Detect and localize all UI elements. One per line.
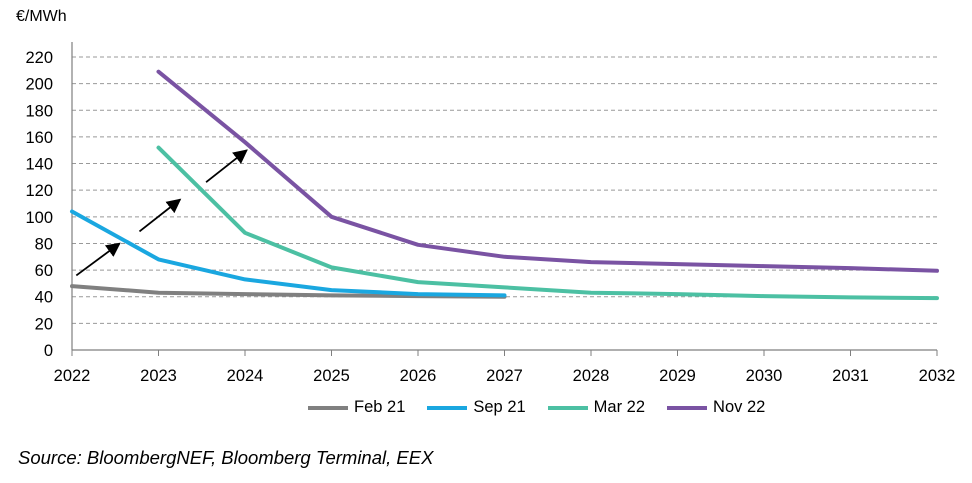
legend-swatch-nov-22	[667, 405, 708, 410]
source-note: Source: BloombergNEF, Bloomberg Terminal…	[18, 447, 434, 468]
series-line-sep-21	[70, 209, 507, 298]
series-line-nov-22	[156, 69, 939, 273]
y-tick-label: 60	[35, 262, 53, 280]
series-lines	[70, 69, 939, 301]
trend-arrow-2	[138, 198, 182, 233]
x-tick-label: 2024	[227, 367, 264, 385]
y-tick-label: 140	[25, 156, 53, 174]
trend-arrow-1	[75, 242, 121, 277]
legend-item-feb-21: Feb 21	[308, 398, 405, 417]
x-tick-label: 2027	[486, 367, 523, 385]
y-tick-label: 80	[35, 235, 53, 253]
trend-arrow-3	[205, 149, 248, 183]
legend-swatch-mar-22	[547, 405, 588, 410]
y-tick-label: 160	[25, 129, 53, 147]
legend-swatch-sep-21	[427, 405, 468, 410]
y-tick-label: 200	[25, 76, 53, 94]
legend-item-sep-21: Sep 21	[427, 398, 526, 417]
legend: Feb 21 Sep 21 Mar 22 Nov 22	[308, 398, 765, 417]
line-chart: 0 20 40 60 80 100 120 140 160 180 200 220 2022 2023 20…	[25, 42, 955, 385]
legend-label-feb-21: Feb 21	[354, 398, 406, 416]
y-tick-label: 100	[25, 209, 53, 227]
y-tick-label: 0	[44, 342, 53, 360]
x-tick-label: 2028	[573, 367, 610, 385]
legend-item-nov-22: Nov 22	[667, 398, 765, 417]
y-tick-label: 180	[25, 102, 53, 120]
y-tick-label: 40	[35, 289, 53, 307]
y-axis-unit-label: €/MWh	[16, 8, 67, 25]
x-tick-label: 2023	[140, 367, 177, 385]
y-tick-label: 20	[35, 315, 53, 333]
x-tick-label: 2030	[746, 367, 783, 385]
x-tick-label: 2032	[919, 367, 956, 385]
legend-label-nov-22: Nov 22	[713, 398, 766, 416]
axes: 0 20 40 60 80 100 120 140 160 180 200 220 2022 2023 20…	[25, 42, 955, 385]
legend-item-mar-22: Mar 22	[547, 398, 646, 417]
legend-label-mar-22: Mar 22	[593, 398, 646, 416]
y-tick-label: 220	[25, 49, 53, 67]
trend-arrows	[75, 149, 248, 277]
legend-label-sep-21: Sep 21	[473, 398, 526, 416]
x-tick-label: 2022	[54, 367, 91, 385]
y-tick-label: 120	[25, 182, 53, 200]
x-tick-label: 2026	[400, 367, 437, 385]
series-line-mar-22	[156, 145, 939, 301]
legend-swatch-feb-21	[308, 405, 348, 410]
x-tick-label: 2029	[659, 367, 696, 385]
x-tick-label: 2025	[313, 367, 350, 385]
x-tick-label: 2031	[832, 367, 869, 385]
